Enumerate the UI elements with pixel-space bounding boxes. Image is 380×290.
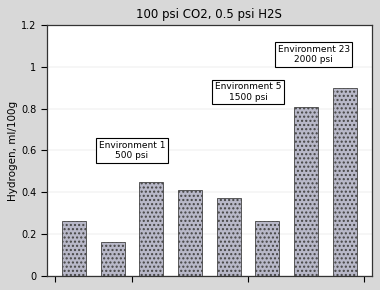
Bar	[62, 222, 86, 276]
Y-axis label: Hydrogen, ml/100g: Hydrogen, ml/100g	[8, 100, 18, 200]
Bar	[217, 198, 241, 276]
Text: Environment 23
2000 psi: Environment 23 2000 psi	[278, 45, 350, 64]
Bar	[101, 242, 125, 276]
Bar	[178, 190, 202, 276]
Bar	[294, 107, 318, 276]
Text: Environment 1
500 psi: Environment 1 500 psi	[99, 141, 165, 160]
Bar	[255, 222, 279, 276]
Bar	[139, 182, 163, 276]
Title: 100 psi CO2, 0.5 psi H2S: 100 psi CO2, 0.5 psi H2S	[136, 8, 282, 21]
Bar	[332, 88, 356, 276]
Text: Environment 5
1500 psi: Environment 5 1500 psi	[215, 82, 281, 102]
